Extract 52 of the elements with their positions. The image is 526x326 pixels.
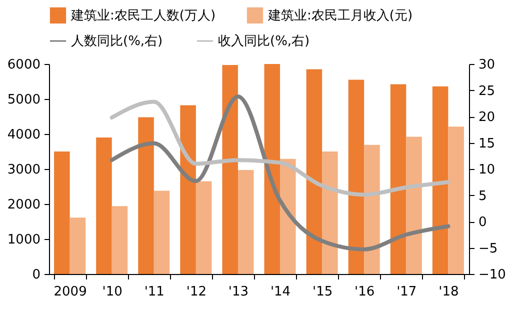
bar [70,218,86,274]
bar [264,64,280,274]
y2-tick-label: 0 [478,215,487,230]
bar [448,126,464,274]
y-tick-label: 6000 [7,58,40,72]
x-tick-label: '14 [270,284,291,300]
y-tick-label: 4000 [7,128,40,142]
legend-label: 建筑业:农民工月收入(元) [267,8,413,24]
y2-tick-label: 15 [478,136,496,152]
bar [138,117,154,274]
y-tick-label: 3000 [7,162,40,178]
y2-tick-label: 10 [478,162,496,178]
y-tick-label: 1000 [7,232,40,248]
bar [54,152,70,274]
x-tick-label: '13 [228,284,249,300]
y-tick-label: 2000 [7,198,40,212]
legend-label: 人数同比(%,右) [71,34,163,49]
y2-tick-label: 30 [478,58,496,72]
x-tick-label: '18 [438,284,459,300]
x-tick-label: '16 [354,284,375,300]
bar [364,144,380,274]
bar [154,190,170,274]
y-tick-label: 5000 [7,92,40,108]
bar [180,105,196,274]
bar [348,80,364,274]
legend-label: 收入同比(%,右) [218,34,310,49]
x-tick-label: '10 [102,284,122,300]
x-tick-label: '12 [186,284,206,300]
x-tick-label: '11 [144,284,164,300]
x-tick-label: 2009 [54,284,87,300]
bar [96,138,112,274]
x-tick-label: '17 [396,284,417,300]
bar [222,65,238,274]
bar [280,158,296,274]
bar [238,170,254,274]
y2-tick-label: −10 [478,268,506,282]
bar [390,84,406,274]
bar [112,206,128,274]
y-tick-label: 0 [32,268,40,282]
y2-tick-label: 20 [478,110,496,125]
x-tick-label: '15 [312,284,333,300]
bar [432,86,448,274]
line-series [110,94,450,252]
y2-tick-label: −5 [478,241,498,256]
y2-tick-label: 25 [478,84,496,99]
line-series [110,100,450,197]
bar [322,152,338,274]
bar [196,181,212,274]
bar [406,136,422,274]
bar [306,69,322,274]
y2-tick-label: 5 [478,188,487,204]
legend-label: 建筑业:农民工人数(万人) [70,8,216,24]
